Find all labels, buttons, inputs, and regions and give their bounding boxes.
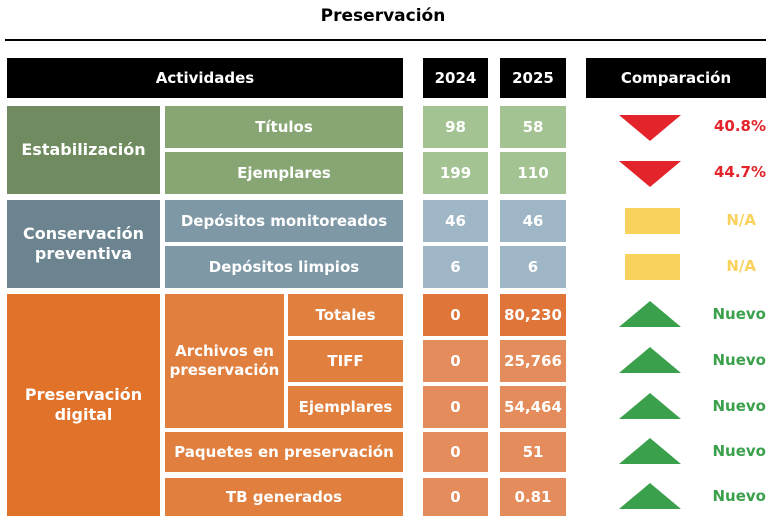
- title-rule: [5, 39, 766, 41]
- value-2025: 80,230: [500, 294, 566, 336]
- comparison-value: 44.7%: [713, 163, 766, 181]
- value-2025: 58: [500, 106, 566, 148]
- row-label: Ejemplares: [288, 386, 403, 428]
- trend-icon: [625, 208, 680, 234]
- subgroup-label: Archivos en preservación: [165, 294, 284, 428]
- trend-icon: [619, 115, 681, 141]
- group-label: Conservación preventiva: [7, 200, 160, 288]
- group-label: Estabilización: [7, 106, 160, 194]
- header-2025: 2025: [500, 58, 566, 98]
- value-2024: 199: [423, 152, 488, 194]
- value-2024: 0: [423, 432, 488, 472]
- comparison-value: Nuevo: [712, 442, 766, 460]
- value-2025: 0.81: [500, 478, 566, 516]
- comparison-value: Nuevo: [712, 351, 766, 369]
- value-2024: 46: [423, 200, 488, 242]
- trend-icon: [619, 438, 681, 464]
- header-activities: Actividades: [7, 58, 403, 98]
- value-2024: 0: [423, 478, 488, 516]
- comparison-value: N/A: [726, 257, 756, 275]
- value-2025: 54,464: [500, 386, 566, 428]
- row-label: Ejemplares: [165, 152, 403, 194]
- value-2024: 98: [423, 106, 488, 148]
- value-2025: 110: [500, 152, 566, 194]
- comparison-value: N/A: [726, 211, 756, 229]
- row-label: Depósitos monitoreados: [165, 200, 403, 242]
- value-2025: 46: [500, 200, 566, 242]
- value-2024: 0: [423, 340, 488, 382]
- header-comparison: Comparación: [586, 58, 766, 98]
- value-2024: 0: [423, 294, 488, 336]
- value-2025: 6: [500, 246, 566, 288]
- row-label: Totales: [288, 294, 403, 336]
- value-2025: 25,766: [500, 340, 566, 382]
- comparison-value: 40.8%: [713, 117, 766, 135]
- row-label: Paquetes en preservación: [165, 432, 403, 472]
- row-label: TB generados: [165, 478, 403, 516]
- trend-icon: [619, 393, 681, 419]
- trend-icon: [619, 347, 681, 373]
- group-label: Preservación digital: [7, 294, 160, 516]
- header-2024: 2024: [423, 58, 488, 98]
- value-2025: 51: [500, 432, 566, 472]
- trend-icon: [625, 254, 680, 280]
- value-2024: 6: [423, 246, 488, 288]
- row-label: Depósitos limpios: [165, 246, 403, 288]
- trend-icon: [619, 301, 681, 327]
- page-title: Preservación: [320, 6, 446, 26]
- comparison-value: Nuevo: [712, 487, 766, 505]
- comparison-value: Nuevo: [712, 397, 766, 415]
- comparison-value: Nuevo: [712, 305, 766, 323]
- trend-icon: [619, 161, 681, 187]
- row-label: TIFF: [288, 340, 403, 382]
- trend-icon: [619, 483, 681, 509]
- value-2024: 0: [423, 386, 488, 428]
- row-label: Títulos: [165, 106, 403, 148]
